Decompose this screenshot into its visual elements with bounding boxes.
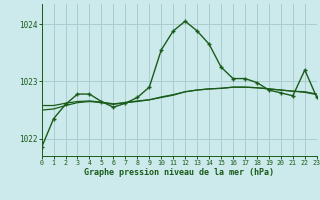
X-axis label: Graphe pression niveau de la mer (hPa): Graphe pression niveau de la mer (hPa) — [84, 168, 274, 177]
